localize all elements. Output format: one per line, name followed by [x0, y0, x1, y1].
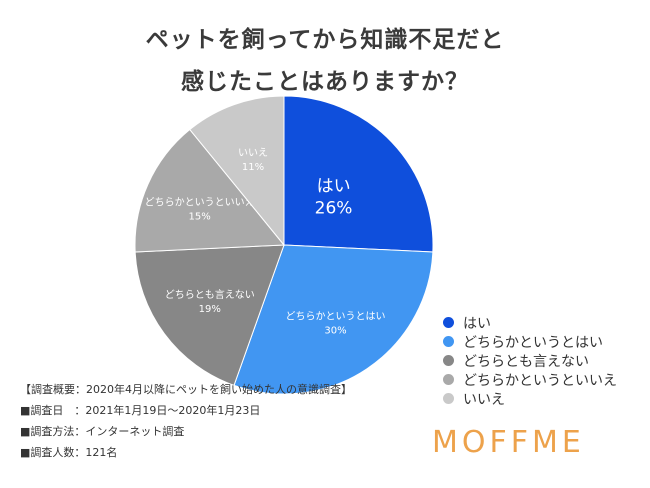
brand-logo: MOFFME [432, 425, 585, 460]
survey-count: ■調査人数：121名 [20, 446, 118, 459]
legend-swatch [443, 393, 454, 404]
slice-category-label: どちらかというとはい [285, 311, 385, 323]
legend-item: はい [443, 313, 617, 332]
survey-summary: 【調査概要：2020年4月以降にペットを飼い始めた人の意識調査】 [20, 383, 352, 396]
survey-date: ■調査日 ：2021年1月19日〜2020年1月23日 [20, 404, 261, 417]
legend-label: はい [463, 315, 491, 332]
chart-title-line-1: ペットを飼ってから知識不足だと [145, 27, 505, 53]
pie-slice [233, 244, 434, 395]
legend-item: どちらかというといいえ [443, 370, 617, 389]
slice-value-label: 30% [324, 326, 346, 337]
slice-value-label: 11% [242, 162, 264, 173]
survey-info: 【調査概要：2020年4月以降にペットを飼い始めた人の意識調査】 ■調査日 ：2… [20, 379, 352, 463]
legend-label: どちらかというといいえ [463, 372, 617, 389]
slice-value-label: 15% [189, 211, 211, 222]
slice-category-label: いいえ [238, 147, 268, 159]
chart-legend: はいどちらかというとはい どちらとも言えないどちらかというといいえ いいえ [443, 313, 617, 408]
legend-swatch [443, 355, 454, 366]
slice-category-label: どちらとも言えない [165, 288, 255, 301]
legend-swatch [443, 336, 454, 347]
chart-title-line-2: 感じたことはありますか？ [181, 69, 469, 95]
pie-slice [189, 95, 285, 247]
legend-label: どちらとも言えない [463, 353, 589, 370]
pie-slice [134, 128, 286, 253]
pie-slice [283, 95, 434, 253]
legend-swatch [443, 374, 454, 385]
survey-method: ■調査方法：インターネット調査 [20, 425, 185, 438]
legend-swatch [443, 317, 454, 328]
legend-label: いいえ [463, 391, 505, 408]
legend-item: どちらとも言えない [443, 351, 617, 370]
legend-item: いいえ [443, 389, 617, 408]
slice-category-label: どちらかというといいえ [145, 196, 255, 208]
legend-item: どちらかというとはい [443, 332, 617, 351]
slice-value-label: 19% [199, 304, 221, 315]
slice-category-label: はい [317, 177, 351, 197]
pie-slice [134, 244, 285, 387]
slice-value-label: 26% [315, 199, 353, 219]
legend-label: どちらかというとはい [463, 334, 603, 351]
